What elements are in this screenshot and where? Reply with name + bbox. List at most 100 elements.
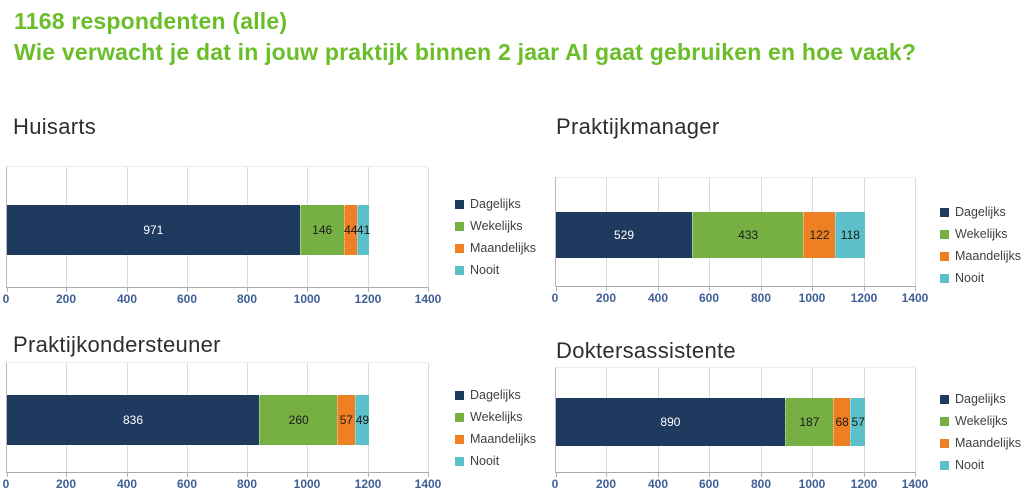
legend-swatch-maandelijks-icon [940, 438, 949, 448]
x-axis-tick-label: 1400 [414, 477, 442, 491]
legend-item-wekelijks: Wekelijks [940, 410, 1021, 432]
axis-tick-mark [812, 286, 813, 291]
x-axis-tick-label: 600 [176, 292, 198, 306]
legend-item-nooit: Nooit [455, 450, 536, 472]
axis-tick-mark [864, 472, 865, 477]
legend-swatch-dagelijks-icon [940, 394, 949, 404]
axis-tick-mark [709, 286, 710, 291]
bar-value-label: 433 [738, 228, 759, 242]
chart-title-doktersassistente: Doktersassistente [556, 338, 736, 363]
legend-label: Dagelijks [470, 197, 521, 211]
axis-tick-mark [915, 286, 916, 291]
legend-item-dagelijks: Dagelijks [455, 193, 536, 215]
legend-swatch-nooit-icon [455, 456, 464, 466]
bar-value-label: 44 [344, 223, 358, 237]
chart-title-praktijkondersteuner: Praktijkondersteuner [13, 332, 221, 357]
x-axis-tick-label: 400 [647, 477, 669, 491]
x-axis-tick-label: 1200 [354, 477, 382, 491]
bar-value-label: 122 [809, 228, 830, 242]
legend-praktijkondersteuner: Dagelijks Wekelijks Maandelijks Nooit [455, 384, 536, 472]
legend-label: Wekelijks [955, 227, 1008, 241]
x-axis-tick-label: 600 [698, 291, 720, 305]
legend-praktijkmanager: Dagelijks Wekelijks Maandelijks Nooit [940, 201, 1021, 289]
legend-item-nooit: Nooit [455, 259, 536, 281]
report-header: 1168 respondenten (alle) Wie verwacht je… [14, 6, 916, 68]
bar-segment-dagelijks: 836 [7, 395, 259, 445]
axis-tick-mark [187, 287, 188, 292]
x-axis-tick-label: 400 [116, 292, 138, 306]
axis-tick-mark [368, 287, 369, 292]
x-axis-tick-label: 0 [2, 292, 10, 306]
plot-area-praktijkmanager: 529 433 122 118 [555, 177, 916, 291]
stacked-bar-praktijkondersteuner: 836 260 57 49 [7, 395, 370, 445]
legend-item-maandelijks: Maandelijks [455, 428, 536, 450]
x-axis-tick-label: 200 [595, 477, 617, 491]
legend-label: Dagelijks [955, 205, 1006, 219]
bar-segment-dagelijks: 971 [7, 205, 300, 255]
axis-tick-mark [307, 472, 308, 477]
x-axis-tick-label: 1000 [293, 477, 321, 491]
respondents-count-title: 1168 respondenten (alle) [14, 8, 288, 34]
axis-tick-mark [247, 287, 248, 292]
x-axis-tick-label: 200 [595, 291, 617, 305]
x-axis-tick-label: 1200 [354, 292, 382, 306]
legend-item-maandelijks: Maandelijks [455, 237, 536, 259]
bar-segment-wekelijks: 187 [784, 398, 833, 446]
plot-area-praktijkondersteuner: 836 260 57 49 [6, 362, 429, 477]
chart-title-huisarts: Huisarts [13, 114, 97, 139]
x-axis-tick-label: 1000 [293, 292, 321, 306]
bar-segment-nooit: 49 [354, 395, 370, 445]
bar-value-label: 41 [356, 223, 371, 237]
axis-tick-mark [658, 472, 659, 477]
x-axis-tick-label: 1400 [901, 291, 929, 305]
bar-segment-dagelijks: 890 [556, 398, 785, 446]
legend-label: Nooit [955, 458, 985, 472]
axis-tick-mark [187, 472, 188, 477]
axis-tick-mark [7, 287, 8, 292]
bar-segment-nooit: 118 [834, 212, 866, 258]
legend-swatch-maandelijks-icon [940, 251, 949, 261]
x-axis-tick-label: 1200 [850, 291, 878, 305]
x-axis-tick-label: 600 [176, 477, 198, 491]
gridline [428, 167, 429, 287]
legend-swatch-wekelijks-icon [940, 229, 949, 239]
x-axis-tick-label: 1400 [414, 292, 442, 306]
legend-label: Dagelijks [955, 392, 1006, 406]
axis-tick-mark [864, 286, 865, 291]
x-axis-tick-label: 1000 [798, 477, 826, 491]
axis-tick-mark [606, 472, 607, 477]
axis-tick-mark [761, 472, 762, 477]
legend-doktersassistente: Dagelijks Wekelijks Maandelijks Nooit [940, 388, 1021, 476]
legend-item-dagelijks: Dagelijks [940, 201, 1021, 223]
axis-tick-mark [812, 472, 813, 477]
legend-item-dagelijks: Dagelijks [940, 388, 1021, 410]
axis-tick-mark [127, 287, 128, 292]
bar-segment-maandelijks: 44 [343, 205, 358, 255]
bar-value-label: 836 [122, 413, 143, 427]
x-axis-tick-label: 200 [55, 292, 77, 306]
legend-label: Maandelijks [955, 249, 1022, 263]
stacked-bar-huisarts: 971 146 44 41 [7, 205, 371, 255]
legend-label: Maandelijks [470, 241, 537, 255]
axis-tick-mark [368, 472, 369, 477]
legend-swatch-maandelijks-icon [455, 243, 464, 253]
x-axis-tick-label: 600 [698, 477, 720, 491]
x-axis-tick-label: 1400 [901, 477, 929, 491]
axis-tick-mark [7, 472, 8, 477]
bar-value-label: 118 [840, 228, 860, 242]
axis-tick-mark [658, 286, 659, 291]
bar-segment-wekelijks: 260 [258, 395, 338, 445]
axis-tick-mark [428, 472, 429, 477]
legend-item-maandelijks: Maandelijks [940, 432, 1021, 454]
legend-item-wekelijks: Wekelijks [940, 223, 1021, 245]
legend-item-wekelijks: Wekelijks [455, 215, 536, 237]
legend-label: Dagelijks [470, 388, 521, 402]
legend-swatch-nooit-icon [455, 265, 464, 275]
gridline [915, 368, 916, 472]
bar-segment-wekelijks: 146 [299, 205, 344, 255]
bar-value-label: 529 [613, 228, 635, 242]
legend-item-wekelijks: Wekelijks [455, 406, 536, 428]
legend-swatch-wekelijks-icon [455, 412, 464, 422]
legend-label: Nooit [470, 454, 500, 468]
gridline [428, 363, 429, 472]
